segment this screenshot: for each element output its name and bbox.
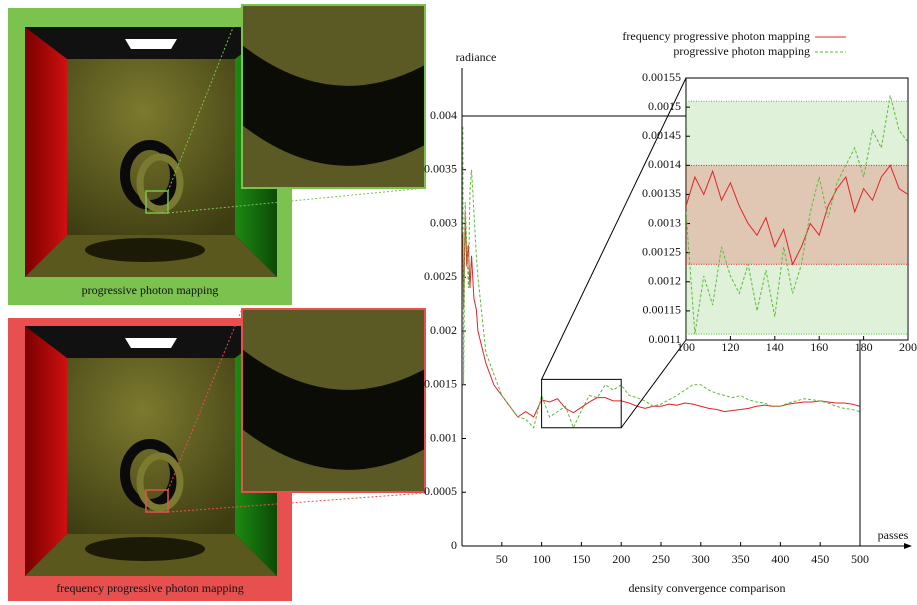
legend-label: frequency progressive photon mapping — [622, 29, 810, 43]
zoom-connector — [167, 308, 243, 491]
y-tick-label: 0.00145 — [642, 128, 681, 142]
x-tick-label: 120 — [721, 340, 739, 354]
x-tick-label: 450 — [811, 552, 829, 566]
y-tick-label: 0.0025 — [424, 269, 457, 283]
band — [686, 165, 908, 265]
chart-title: density convergence comparison — [628, 581, 785, 595]
series-line — [462, 212, 860, 418]
y-tick-label: 0.0005 — [424, 484, 457, 498]
panel-caption: frequency progressive photon mapping — [56, 581, 244, 595]
x-tick-label: 350 — [732, 552, 750, 566]
zoom-connector — [167, 492, 426, 513]
y-tick-label: 0 — [451, 538, 457, 552]
y-tick-label: 0.00115 — [642, 303, 681, 317]
x-tick-label: 250 — [652, 552, 670, 566]
series-line — [686, 95, 908, 335]
render — [25, 27, 277, 277]
y-tick-label: 0.0015 — [648, 99, 681, 113]
y-tick-label: 0.00155 — [642, 70, 681, 84]
panel-caption: progressive photon mapping — [82, 283, 219, 297]
x-tick-label: 200 — [612, 552, 630, 566]
series-line — [686, 164, 908, 266]
y-tick-label: 0.00135 — [642, 186, 681, 200]
zoom-connector — [541, 77, 687, 380]
x-tick-label: 140 — [766, 340, 784, 354]
x-tick-label: 50 — [496, 552, 508, 566]
x-tick-label: 150 — [572, 552, 590, 566]
render — [25, 326, 277, 576]
main-chart: 0 0.0005 0.001 0.0015 0.002 0.0025 0.003 0.0035… — [424, 108, 869, 566]
x-tick-label: 500 — [851, 552, 869, 566]
x-tick-label: 180 — [855, 340, 873, 354]
panel-fppm: frequency progressive photon mapping — [8, 308, 426, 601]
legend-label: progressive photon mapping — [673, 44, 810, 58]
x-tick-label: 100 — [677, 340, 695, 354]
x-tick-label: 160 — [810, 340, 828, 354]
zoom-render — [242, 309, 425, 492]
y-tick-label: 0.0035 — [424, 162, 457, 176]
zoom-frame — [241, 308, 426, 493]
x-tick-label: 400 — [771, 552, 789, 566]
chart: 0 0.0005 0.001 0.0015 0.002 0.0025 0.003 0.0035… — [424, 29, 917, 595]
y-tick-label: 0.0012 — [648, 274, 681, 288]
zoom-rect — [145, 489, 169, 513]
x-axis-arrow — [904, 543, 912, 549]
x-tick-label: 100 — [533, 552, 551, 566]
y-tick-label: 0.004 — [430, 108, 457, 122]
y-tick-label: 0.002 — [430, 323, 457, 337]
panel-ppm: progressive photon mapping — [8, 4, 426, 305]
zoom-render — [242, 5, 425, 188]
zoom-connector — [620, 339, 687, 429]
x-axis-label: passes — [878, 528, 909, 542]
plot-area — [685, 77, 909, 341]
x-tick-label: 200 — [899, 340, 917, 354]
y-tick-label: 0.001 — [430, 430, 457, 444]
x-tick-label: 300 — [692, 552, 710, 566]
inset-chart: 0.0011 0.00115 0.0012 0.00125 0.0013 0.00135 0… — [642, 70, 917, 354]
zoom-rect — [145, 190, 169, 214]
zoom-box — [541, 378, 622, 429]
series-line — [462, 126, 860, 430]
y-axis-label: radiance — [456, 50, 497, 64]
zoom-frame — [241, 4, 426, 189]
y-tick-label: 0.00125 — [642, 244, 681, 258]
y-tick-label: 0.0015 — [424, 377, 457, 391]
y-tick-label: 0.0013 — [648, 215, 681, 229]
zoom-connector — [167, 187, 426, 214]
zoom-connector — [167, 4, 243, 192]
y-tick-label: 0.0014 — [648, 157, 681, 171]
y-tick-label: 0.003 — [430, 215, 457, 229]
y-tick-label: 0.0011 — [648, 332, 681, 346]
